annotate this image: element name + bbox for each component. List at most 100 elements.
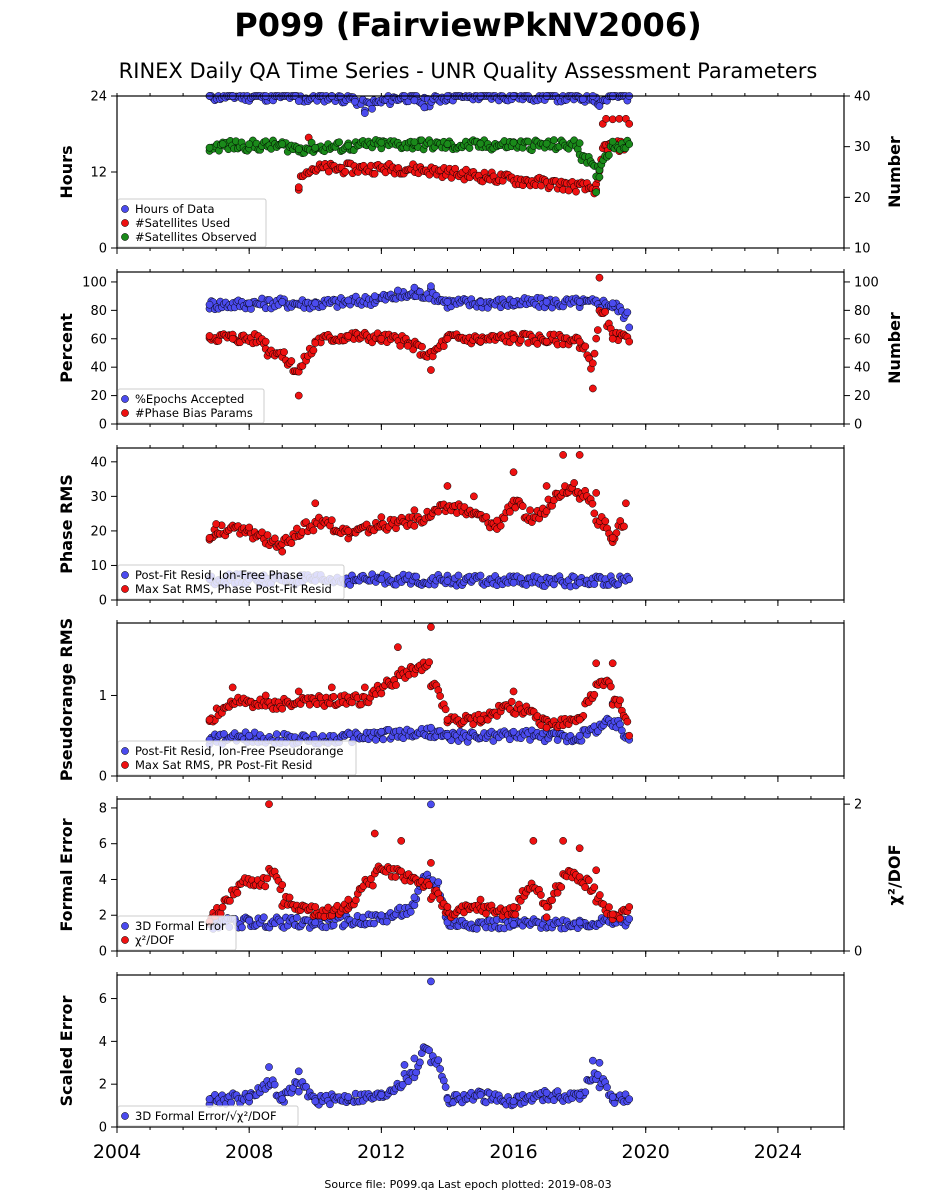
- data-point-blue: [377, 575, 386, 584]
- data-point-blue: [227, 1098, 236, 1107]
- data-point-red: [344, 895, 353, 904]
- data-point-blue: [370, 292, 379, 300]
- data-point-blue: [579, 95, 587, 104]
- data-point-blue: [294, 1087, 303, 1096]
- data-point-red: [370, 829, 379, 838]
- data-point-green: [592, 188, 601, 197]
- legend-label: #Satellites Used: [135, 216, 230, 230]
- data-point-red: [427, 623, 435, 631]
- data-point-red: [601, 307, 609, 316]
- data-point-blue: [625, 323, 634, 332]
- data-point-red: [623, 717, 632, 726]
- data-point-green: [476, 139, 485, 148]
- y-axis-label: Percent: [57, 313, 76, 383]
- data-point-red: [589, 359, 597, 368]
- y-tick-label: 6: [99, 837, 107, 852]
- plot-frame: [116, 798, 845, 952]
- legend-marker: [121, 219, 129, 227]
- panel-4: 0 1 Pseudorange RMS Post-Fit Resid, Ion-Fre…: [57, 618, 845, 785]
- legend-label: #Phase Bias Params: [135, 406, 253, 420]
- data-point-red: [616, 696, 624, 705]
- data-point-green: [278, 140, 287, 148]
- data-point-blue: [379, 735, 388, 744]
- data-point-green: [625, 140, 634, 148]
- data-point-red: [205, 332, 214, 340]
- legend-label: #Satellites Observed: [135, 230, 257, 244]
- data-point-blue: [311, 299, 320, 308]
- data-point-blue: [377, 1091, 386, 1099]
- data-point-red: [620, 522, 628, 531]
- data-point-red: [559, 837, 567, 845]
- data-point-red: [341, 167, 350, 176]
- data-point-red: [309, 526, 318, 535]
- x-tick-label: 2024: [754, 1141, 802, 1163]
- data-point-blue: [590, 580, 599, 588]
- y-tick-label: 0: [99, 770, 107, 785]
- data-point-blue: [311, 1097, 320, 1106]
- data-point-blue: [509, 727, 518, 736]
- data-point-red: [595, 273, 604, 282]
- legend-label: χ²/DOF: [135, 933, 175, 947]
- data-point-blue: [278, 1095, 287, 1104]
- data-point-red: [327, 683, 336, 692]
- data-point-blue: [476, 571, 485, 580]
- data-point-red: [425, 881, 433, 890]
- data-point-red: [606, 682, 615, 691]
- y-right-tick-label: 10: [854, 242, 871, 257]
- data-point-red: [542, 337, 551, 346]
- data-point-blue: [436, 1065, 444, 1073]
- data-point-green: [575, 139, 584, 147]
- data-point-red: [434, 507, 443, 516]
- plot-frame: [116, 271, 845, 425]
- data-point-red: [590, 349, 599, 358]
- data-point-red: [377, 513, 386, 521]
- data-point-green: [294, 145, 303, 154]
- data-point-red: [509, 903, 518, 911]
- data-point-red: [298, 362, 307, 370]
- data-point-blue: [245, 1093, 254, 1101]
- data-point-blue: [368, 104, 376, 113]
- y-tick-label: 0: [99, 594, 107, 609]
- data-point-red: [226, 897, 234, 905]
- data-point-red: [392, 681, 400, 689]
- data-point-blue: [410, 893, 419, 902]
- data-point-blue: [625, 914, 634, 923]
- panel-3: 0 10 20 30 40 Phase RMS Post-Fit Resid, Ion-Fr…: [57, 445, 845, 609]
- data-point-red: [592, 334, 601, 343]
- data-point-blue: [294, 97, 303, 105]
- data-point-blue: [412, 572, 421, 581]
- data-point-green: [465, 144, 474, 152]
- x-tick-label: 2008: [225, 1141, 273, 1163]
- data-point-blue: [311, 918, 320, 927]
- data-point-red: [261, 691, 270, 700]
- data-point-blue: [205, 1095, 214, 1104]
- data-point-blue: [344, 1093, 353, 1101]
- legend-box: [117, 198, 267, 248]
- data-point-red: [427, 859, 435, 867]
- data-point-red: [280, 348, 288, 356]
- data-point-red: [394, 643, 402, 652]
- data-point-blue: [575, 731, 584, 740]
- data-point-red: [542, 507, 551, 516]
- data-point-blue: [427, 282, 435, 291]
- data-point-red: [593, 326, 602, 334]
- data-point-blue: [410, 283, 419, 292]
- data-point-blue: [476, 297, 485, 306]
- data-point-red: [443, 903, 452, 911]
- data-point-red: [470, 492, 478, 501]
- data-point-red: [278, 547, 287, 556]
- data-point-red: [294, 391, 303, 400]
- data-point-red: [511, 910, 520, 919]
- data-point-red: [476, 715, 485, 724]
- data-point-red: [205, 715, 214, 724]
- data-point-red: [601, 517, 610, 526]
- data-point-red: [493, 516, 501, 525]
- data-point-blue: [509, 1097, 518, 1106]
- legend-box: [117, 740, 357, 776]
- data-point-red: [590, 509, 599, 518]
- y-right-tick-label: 80: [854, 304, 871, 319]
- y-right-tick-label: 30: [854, 140, 871, 155]
- legend-marker: [121, 409, 129, 417]
